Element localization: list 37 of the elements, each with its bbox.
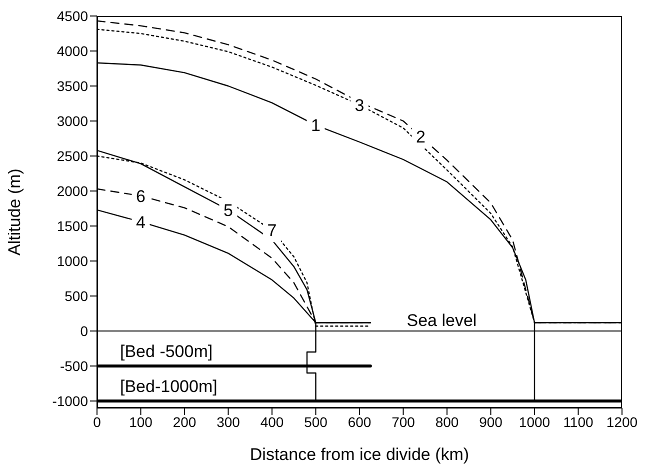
- annotation: 7: [267, 221, 277, 240]
- x-axis-title: Distance from ice divide (km): [250, 445, 470, 464]
- x-tick-label: 800: [435, 414, 459, 430]
- y-tick-label: 1500: [56, 218, 88, 234]
- annotation: 4: [136, 212, 146, 232]
- x-tick-label: 1200: [606, 414, 638, 430]
- annotation: 3: [354, 96, 364, 115]
- x-tick-label: 600: [348, 414, 372, 430]
- ref-line-label: Sea level: [406, 311, 477, 330]
- x-tick-label: 900: [479, 414, 503, 430]
- y-tick-label: 2000: [56, 182, 88, 199]
- annotation: 5: [224, 200, 233, 220]
- x-tick-label: 500: [304, 414, 328, 430]
- x-tick-label: 200: [172, 414, 196, 430]
- x-tick-label: 1000: [518, 414, 550, 430]
- annotation: 2: [416, 127, 426, 146]
- x-tick-label: 300: [216, 414, 240, 430]
- y-tick-label: 0: [80, 322, 88, 339]
- y-tick-label: 1000: [56, 252, 88, 269]
- annotation: 1: [311, 116, 320, 136]
- series-label: [Bed-1000m]: [120, 377, 218, 396]
- y-axis-title: Altitude (m): [5, 168, 24, 256]
- y-tick-label: 4000: [56, 42, 88, 59]
- x-tick-label: 1100: [563, 414, 594, 430]
- y-tick-label: 3500: [56, 78, 88, 94]
- y-tick-label: 4500: [56, 8, 88, 24]
- y-tick-label: 500: [64, 288, 88, 304]
- series-label: [Bed -500m]: [120, 342, 213, 361]
- y-tick-label: -500: [60, 358, 88, 374]
- y-tick-label: 2500: [56, 148, 88, 164]
- annotation: 6: [136, 186, 146, 206]
- x-tick-label: 700: [392, 414, 416, 430]
- y-tick-label: -1000: [52, 392, 88, 409]
- x-tick-label: 0: [93, 414, 102, 430]
- x-tick-label: 400: [260, 414, 284, 430]
- x-tick-label: 100: [129, 414, 153, 430]
- y-tick-label: 3000: [56, 112, 88, 129]
